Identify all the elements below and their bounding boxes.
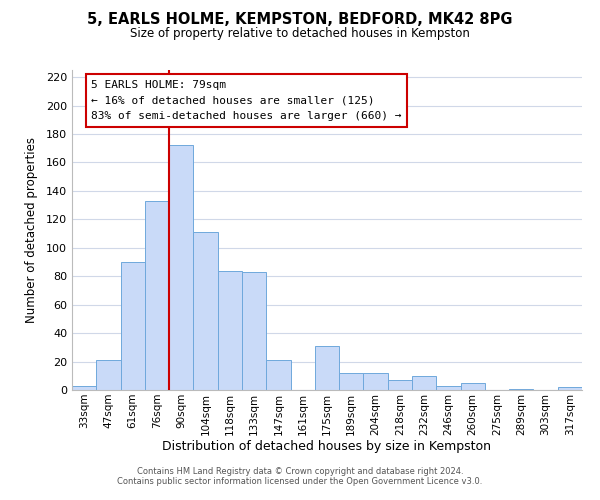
- Text: Contains HM Land Registry data © Crown copyright and database right 2024.: Contains HM Land Registry data © Crown c…: [137, 467, 463, 476]
- Bar: [242, 272, 266, 390]
- Bar: [509, 388, 533, 390]
- Text: 5, EARLS HOLME, KEMPSTON, BEDFORD, MK42 8PG: 5, EARLS HOLME, KEMPSTON, BEDFORD, MK42 …: [87, 12, 513, 28]
- Bar: [315, 346, 339, 390]
- Bar: [121, 262, 145, 390]
- Text: Contains public sector information licensed under the Open Government Licence v3: Contains public sector information licen…: [118, 477, 482, 486]
- Bar: [72, 386, 96, 390]
- Bar: [461, 383, 485, 390]
- Text: Size of property relative to detached houses in Kempston: Size of property relative to detached ho…: [130, 28, 470, 40]
- Bar: [193, 232, 218, 390]
- Bar: [364, 373, 388, 390]
- Bar: [218, 270, 242, 390]
- Bar: [145, 201, 169, 390]
- Bar: [558, 387, 582, 390]
- Bar: [169, 146, 193, 390]
- Y-axis label: Number of detached properties: Number of detached properties: [25, 137, 38, 323]
- Bar: [412, 376, 436, 390]
- Bar: [436, 386, 461, 390]
- Bar: [266, 360, 290, 390]
- X-axis label: Distribution of detached houses by size in Kempston: Distribution of detached houses by size …: [163, 440, 491, 454]
- Bar: [388, 380, 412, 390]
- Bar: [96, 360, 121, 390]
- Bar: [339, 373, 364, 390]
- Text: 5 EARLS HOLME: 79sqm
← 16% of detached houses are smaller (125)
83% of semi-deta: 5 EARLS HOLME: 79sqm ← 16% of detached h…: [91, 80, 402, 121]
